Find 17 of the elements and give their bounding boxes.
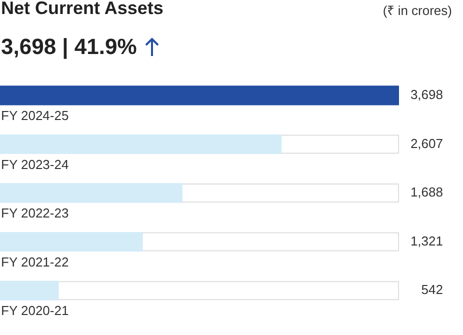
data-label: 1,688	[410, 184, 443, 200]
y-tick-label: FY 2020-21	[1, 303, 69, 318]
data-label: 3,698	[410, 86, 443, 102]
chart-title: Net Current Assets	[1, 0, 164, 19]
y-tick-label: FY 2024-25	[1, 108, 69, 123]
bar	[0, 280, 59, 300]
bar	[0, 232, 143, 252]
chart-subtitle: 3,698 | 41.9%	[1, 34, 137, 60]
data-label: 542	[421, 282, 443, 298]
y-tick-label: FY 2023-24	[1, 156, 69, 172]
data-label: 2,607	[410, 136, 443, 151]
y-tick-label: FY 2021-22	[1, 254, 69, 270]
y-tick-label: FY 2022-23	[1, 206, 69, 221]
bar	[0, 134, 282, 154]
bar	[0, 183, 182, 203]
data-label: 1,321	[410, 233, 443, 248]
text: (₹ in crores)	[382, 2, 452, 19]
